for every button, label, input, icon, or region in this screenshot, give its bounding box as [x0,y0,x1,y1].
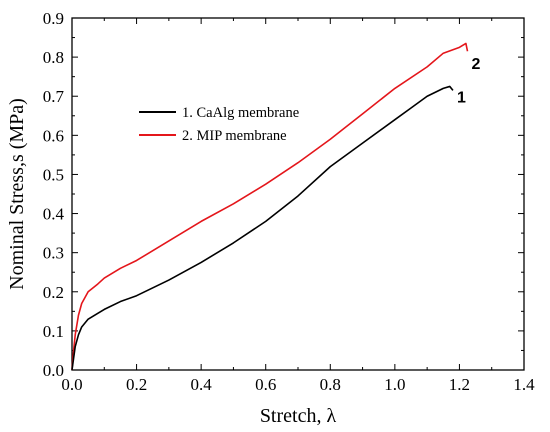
axis-ticks [71,17,525,371]
curve-end-label-1: 1 [457,89,466,106]
curve-end-label-2: 2 [472,56,481,73]
y-tick-label: 0.0 [43,361,64,380]
legend-label-2: 2. MIP membrane [182,128,287,144]
y-tick-label: 0.1 [43,322,64,341]
y-tick-label: 0.3 [43,244,64,263]
x-tick-label: 1.4 [513,375,535,394]
x-tick-label: 0.8 [320,375,341,394]
y-tick-label: 0.5 [43,165,64,184]
y-tick-label: 0.6 [43,126,64,145]
y-tick-label: 0.7 [43,87,65,106]
y-tick-label: 0.9 [43,9,64,28]
legend-label-1: 1. CaAlg membrane [182,105,299,121]
axis-tick-labels: 0.0 0.2 0.4 0.6 0.8 1.0 1.2 1.4 0.0 0.1 0.2 0.3 0.4 0… [43,9,535,394]
series-line-1 [71,85,454,371]
curves: 21 [71,42,481,371]
x-tick-label: 1.2 [449,375,470,394]
x-tick-label: 1.0 [384,375,405,394]
y-tick-label: 0.8 [43,48,64,67]
x-tick-label: 0.4 [191,375,213,394]
series-line-2 [71,42,469,371]
x-axis-title: Stretch, λ [260,405,337,427]
x-tick-label: 0.6 [255,375,276,394]
y-tick-label: 0.4 [43,205,65,224]
y-tick-label: 0.2 [43,283,64,302]
plot-frame [71,17,525,371]
x-tick-label: 0.2 [126,375,147,394]
legend: 1. CaAlg membrane 2. MIP membrane [139,105,299,144]
y-axis-title: Nominal Stress,s (MPa) [6,98,28,290]
x-tick-label: 0.0 [61,375,82,394]
